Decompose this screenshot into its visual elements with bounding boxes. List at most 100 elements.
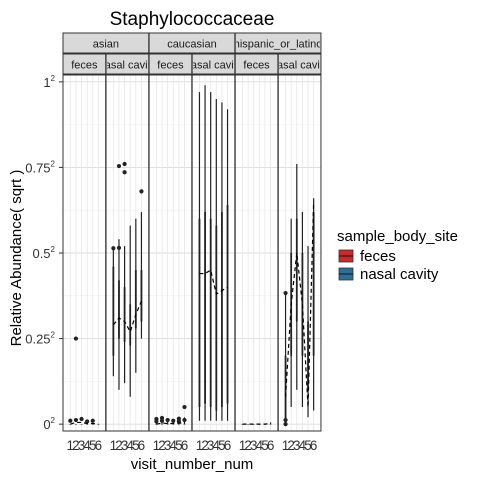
box-body [252, 424, 255, 425]
y-tick-label: 0.752 [25, 159, 55, 175]
box-body [75, 424, 77, 425]
outlier-point [283, 290, 288, 296]
facet-site-label: nasal cavity [185, 60, 243, 72]
box-body [198, 218, 201, 408]
facet-site-label: nasal cavity [271, 60, 329, 72]
box-body [269, 424, 272, 425]
box-body [134, 270, 137, 329]
x-tick-label: 4 [213, 438, 221, 453]
x-tick-label: 4 [256, 438, 264, 453]
facet-panel-caucasian-1 [191, 74, 236, 432]
x-tick-label: 3 [164, 438, 172, 453]
x-tick-label: 1 [196, 438, 204, 453]
box-body [123, 287, 126, 342]
box-body [140, 270, 143, 322]
box-body [80, 424, 83, 425]
median-trend-line [284, 201, 315, 408]
box-body [97, 424, 100, 425]
facet-site-label: nasal cavity [99, 60, 157, 72]
x-tick-label: 5 [89, 438, 97, 453]
x-tick-label: 6 [138, 438, 146, 453]
outlier-point [154, 419, 159, 424]
outlier-point [182, 417, 187, 423]
outlier-point [73, 336, 79, 341]
x-tick-label: 2 [72, 438, 80, 453]
median-trend-line [156, 422, 185, 425]
x-tick-label: 5 [218, 438, 226, 453]
facet-panel-asian-1 [105, 74, 150, 432]
x-tick-label: 2 [115, 438, 123, 453]
box-body [247, 424, 250, 425]
facet-site-label: feces [243, 60, 270, 72]
facet-strip-hispanic_or_latino [234, 32, 322, 54]
box-body [204, 211, 206, 404]
outlier-point [139, 189, 144, 194]
box-body [155, 424, 158, 425]
facet-label: caucasian [167, 39, 217, 51]
x-tick-label: 6 [181, 438, 189, 453]
x-tick-label: 3 [293, 438, 301, 453]
box-body [112, 266, 115, 356]
box-body [312, 211, 315, 356]
median-trend-line [70, 421, 99, 425]
box-body [226, 205, 229, 404]
outlier-point [165, 417, 170, 423]
outlier-point [283, 422, 288, 427]
x-tick-label: 5 [261, 438, 269, 453]
outlier-point [283, 417, 288, 423]
outlier-point [171, 418, 176, 423]
outlier-point [90, 418, 95, 423]
legend-label: feces [360, 248, 396, 265]
y-tick-label: 0.52 [32, 245, 55, 261]
facet-strip-site [277, 53, 322, 75]
box-body [284, 355, 287, 425]
legend-label: nasal cavity [360, 266, 439, 283]
box-body [209, 218, 212, 408]
x-tick-label: 4 [126, 438, 134, 453]
facet-panels [62, 74, 322, 432]
median-trend-line [242, 422, 271, 425]
x-tick-label: 5 [175, 438, 183, 453]
box-body [177, 424, 180, 425]
x-tick-label: 3 [250, 438, 258, 453]
y-axis: 02 0.252 0.52 0.752 12 [25, 74, 63, 432]
outlier-point [122, 161, 127, 167]
x-tick-label: 2 [287, 438, 295, 453]
x-tick-label: 1 [153, 438, 161, 453]
x-tick-label: 3 [78, 438, 86, 453]
median-trend-line [199, 269, 228, 296]
y-tick-label: 12 [43, 74, 55, 90]
x-tick-label: 3 [121, 438, 129, 453]
legend-title: sample_body_site [337, 228, 458, 245]
box-body [301, 253, 304, 356]
x-tick-label: 2 [201, 438, 209, 453]
box-body [69, 424, 72, 425]
outlier-point [159, 415, 165, 421]
facet-site-label: feces [71, 60, 98, 72]
outlier-point [122, 170, 127, 175]
outlier-point [182, 404, 187, 410]
outlier-point [79, 416, 84, 422]
y-axis-label: Relative Abundance( sqrt ) [8, 170, 25, 347]
x-tick-label: 4 [83, 438, 91, 453]
x-tick-label: 1 [67, 438, 75, 453]
x-tick-label: 1 [282, 438, 290, 453]
facet-site-label: feces [157, 60, 184, 72]
facet-panel-hispanic_or_latino-0 [234, 74, 279, 432]
box-body [295, 218, 298, 322]
box-body [215, 225, 218, 411]
facet-label: asian [93, 39, 119, 51]
x-tick-label: 3 [207, 438, 215, 453]
panel-border [277, 74, 322, 432]
box-body [91, 424, 94, 425]
outlier-point [68, 418, 73, 423]
x-tick-label: 6 [310, 438, 318, 453]
outlier-point [111, 246, 116, 251]
box-body [221, 211, 223, 408]
x-tick-label: 1 [239, 438, 247, 453]
box-body [166, 424, 169, 425]
